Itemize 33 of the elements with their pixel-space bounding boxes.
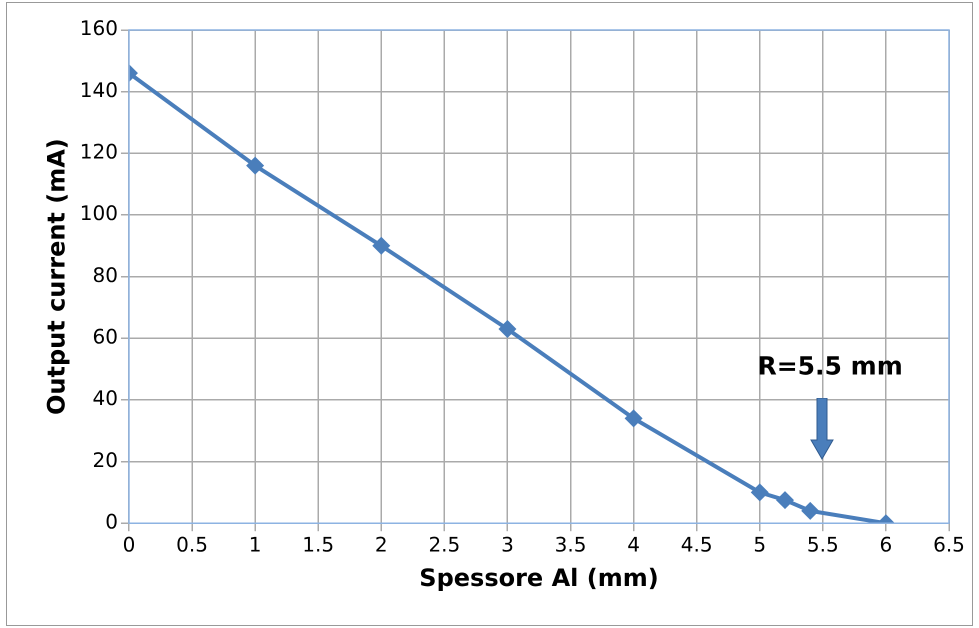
point [776,491,794,510]
x-tick-label: 6 [880,532,892,556]
point [498,320,516,338]
x-tick-label: 1.5 [302,532,334,556]
y-tick-label: 120 [80,140,118,164]
x-tick-label: 3.5 [554,532,586,556]
point [246,156,264,175]
x-tick-label: 6.5 [933,532,965,556]
y-tick-label: 160 [80,16,118,40]
x-tick-label: 4 [627,532,640,556]
y-tick-label: 60 [92,324,118,348]
x-tick-label: 2 [374,532,388,556]
x-tick-label: 0 [122,532,136,556]
annotation: R=5.5 mm [757,351,903,380]
y-tick-label: 140 [80,78,118,102]
point [372,236,390,255]
point [624,409,643,428]
x-axis-title: Spessore Al (mm) [419,564,659,592]
x-tick-label: 1 [248,532,262,556]
y-tick-label: 40 [92,386,118,410]
point [750,483,769,502]
x-tick-label: 3 [501,532,514,556]
y-tick-label: 0 [105,509,118,534]
x-tick-label: 5.5 [806,532,839,556]
x-tick-label: 5 [753,532,766,556]
x-tick-label: 4.5 [680,532,713,556]
y-tick-label: 100 [80,201,118,226]
x-tick-label: 2.5 [428,532,460,556]
y-axis-title: Output current (mA) [42,138,71,415]
y-tick-label: 80 [92,262,118,287]
y-tick-label: 20 [92,448,118,472]
point [801,502,820,520]
x-tick-label: 0.5 [176,532,208,556]
